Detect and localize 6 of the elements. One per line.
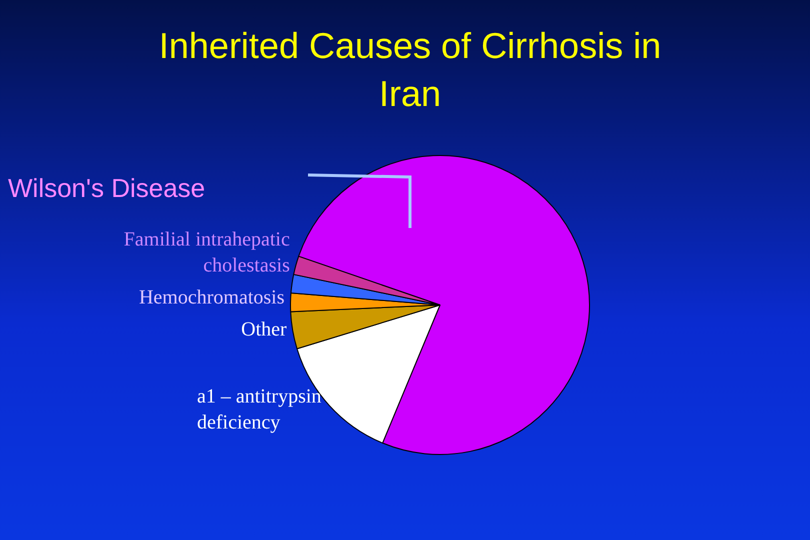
slice-label: Familial intrahepatic cholestasis — [124, 228, 290, 276]
slice-label: Hemochromatosis — [138, 286, 285, 308]
slice-label: a1 – antitrypsin deficiency — [197, 385, 322, 434]
slice-label: Other — [241, 318, 288, 340]
chart-title: Inherited Causes of Cirrhosis in Iran — [158, 24, 662, 116]
slice-label: Wilson's Disease — [8, 173, 206, 204]
